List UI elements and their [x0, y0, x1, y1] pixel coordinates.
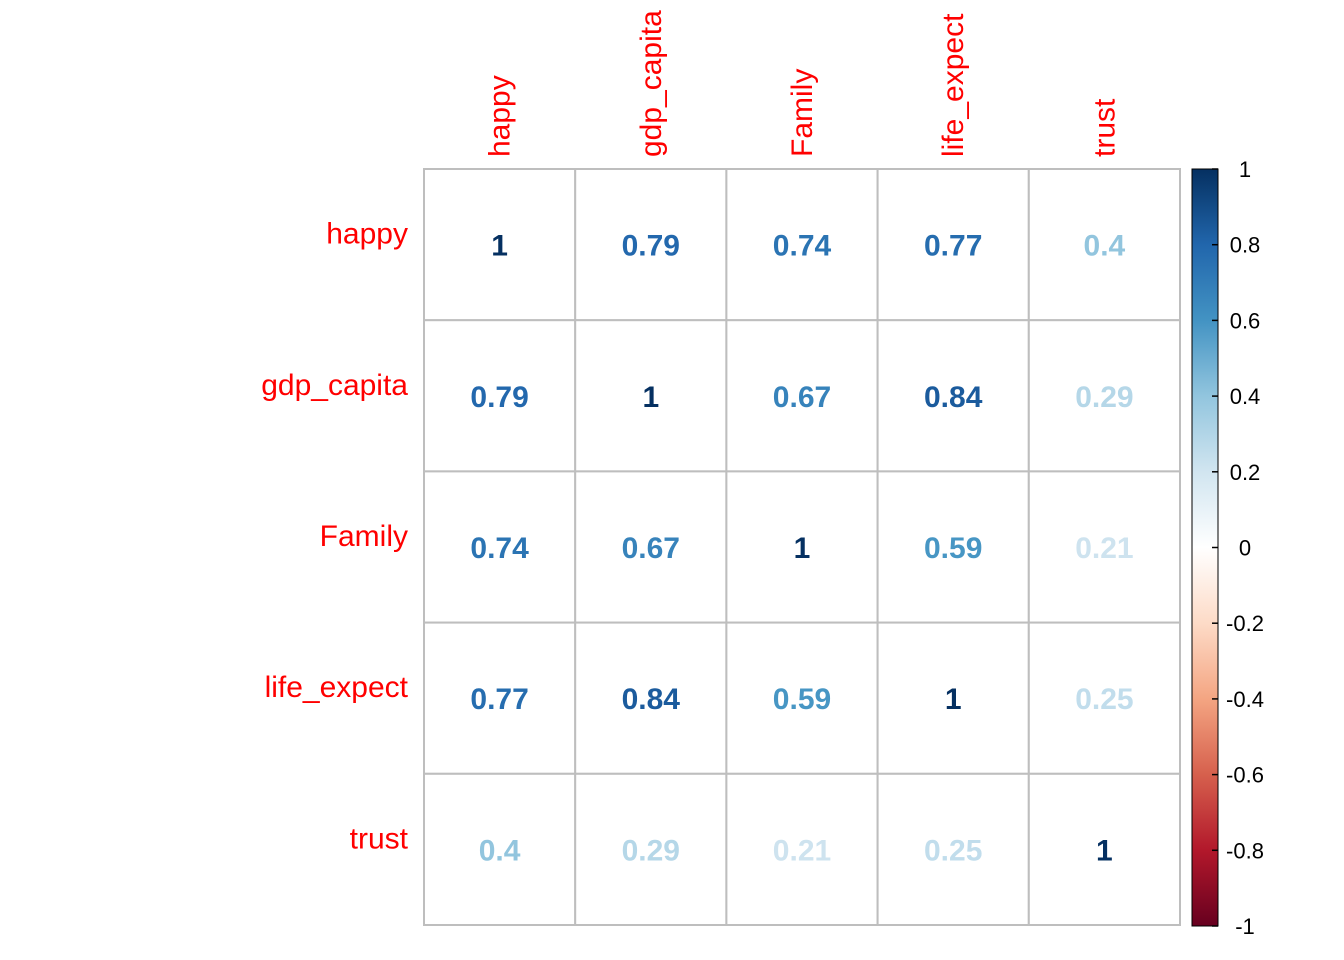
grid-cell	[423, 168, 577, 322]
cell-value-label: 0.59	[773, 683, 831, 716]
grid-cell	[725, 621, 879, 775]
correlation-grid: 1 0.79 0.74 0.77 0.4 0.79 1 0.67 0.84 0.29 0.74 0.6…	[423, 168, 1182, 926]
cell-value-label: 0.25	[924, 834, 982, 867]
grid-cell	[574, 168, 728, 322]
cell-value-label: 0.21	[1075, 532, 1133, 565]
color-bar-tick-label: -0.4	[1226, 687, 1264, 712]
cell-value-label: 0.77	[924, 230, 982, 263]
cell-value-label: 0.67	[622, 532, 680, 565]
cell-value-label: 0.4	[479, 834, 521, 867]
color-bar-tick-label: 0.6	[1230, 308, 1261, 333]
cell-value-label: 0.74	[773, 230, 832, 263]
cell-value-label: 0.84	[924, 381, 983, 414]
cell-value-label: 0.74	[470, 532, 529, 565]
column-label: trust	[1088, 98, 1121, 157]
grid-cell	[725, 319, 879, 473]
grid-cell	[725, 168, 879, 322]
cell-value-label: 1	[1096, 834, 1113, 867]
cell-value-label: 1	[642, 381, 659, 414]
grid-cell	[1027, 772, 1182, 926]
color-bar-tick-label: 0.2	[1230, 460, 1261, 485]
cell-value-label: 0.77	[470, 683, 528, 716]
column-label: life_expect	[937, 13, 970, 157]
cell-value-label: 0.4	[1084, 230, 1126, 263]
color-bar-tick-label: -0.6	[1226, 763, 1264, 788]
column-label: happy	[484, 75, 517, 157]
grid-cell	[876, 470, 1030, 624]
grid-cell	[423, 772, 577, 926]
grid-cell	[725, 470, 879, 624]
row-label: happy	[326, 218, 408, 251]
cell-value-label: 1	[945, 683, 962, 716]
cell-value-label: 0.29	[622, 834, 680, 867]
color-bar-tick-label: -0.8	[1226, 838, 1264, 863]
cell-value-label: 0.29	[1075, 381, 1133, 414]
row-label: gdp_capita	[261, 369, 408, 402]
cell-value-label: 0.84	[622, 683, 681, 716]
color-bar-tick-label: 0.4	[1230, 384, 1261, 409]
cell-value-label: 0.25	[1075, 683, 1133, 716]
color-legend: 1 0.8 0.6 0.4 0.2 0 -0.2 -0.4 -0.6 -0.8 -1	[1191, 157, 1264, 939]
row-label: life_expect	[265, 671, 409, 704]
row-label: Family	[320, 520, 408, 553]
grid-cell	[574, 621, 728, 775]
grid-cell	[876, 168, 1030, 322]
color-bar-tick-label: 0.8	[1230, 233, 1261, 258]
column-label: gdp_capita	[635, 10, 668, 157]
cell-value-label: 0.79	[622, 230, 680, 263]
cell-value-label: 0.67	[773, 381, 831, 414]
color-bar-tick-label: -1	[1235, 914, 1255, 939]
grid-cell	[574, 470, 728, 624]
grid-cell	[725, 772, 879, 926]
grid-cell	[423, 621, 577, 775]
grid-cell	[1027, 168, 1182, 322]
grid-cell	[876, 621, 1030, 775]
color-bar-tick-label: -0.2	[1226, 611, 1264, 636]
row-label: trust	[350, 822, 409, 855]
cell-value-label: 0.21	[773, 834, 831, 867]
grid-cell	[1027, 319, 1182, 473]
color-bar-tick-label: 0	[1239, 536, 1251, 561]
column-label: Family	[786, 69, 819, 157]
grid-cell	[1027, 621, 1182, 775]
grid-cell	[574, 772, 728, 926]
grid-cell	[1027, 470, 1182, 624]
cell-value-label: 0.59	[924, 532, 982, 565]
grid-cell	[423, 319, 577, 473]
cell-value-label: 0.79	[470, 381, 528, 414]
cell-value-label: 1	[794, 532, 811, 565]
color-bar-tick-label: 1	[1239, 157, 1251, 182]
cell-value-label: 1	[491, 230, 508, 263]
